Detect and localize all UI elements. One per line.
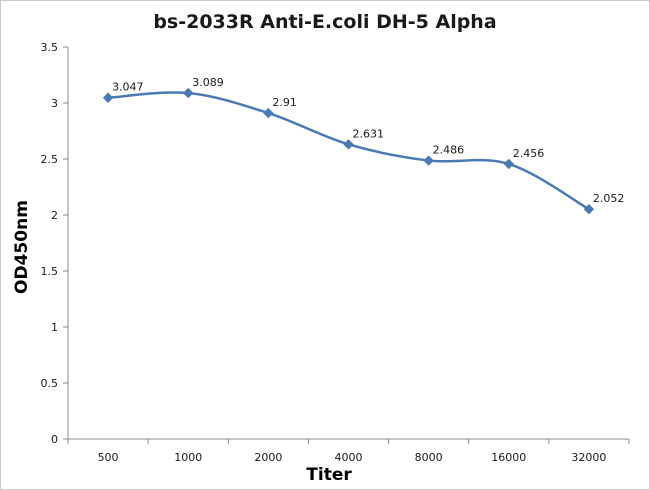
- y-tick-label: 1.5: [41, 265, 59, 278]
- data-point-marker: [263, 107, 274, 119]
- data-label: 2.631: [353, 127, 385, 140]
- data-point-marker: [183, 87, 194, 99]
- x-axis-title: Titer: [306, 465, 352, 485]
- y-tick-label: 1: [51, 321, 58, 334]
- x-tick-label: 4000: [335, 451, 363, 464]
- data-point-marker: [343, 139, 354, 150]
- data-label: 2.91: [272, 96, 297, 109]
- y-tick-label: 3.5: [41, 41, 59, 54]
- y-axis-title: OD450nm: [12, 200, 32, 294]
- x-tick-label: 16000: [491, 451, 526, 464]
- data-label: 2.052: [593, 192, 625, 205]
- x-tick-label: 2000: [254, 451, 282, 464]
- y-tick-label: 2.5: [41, 153, 59, 166]
- x-tick-label: 32000: [571, 451, 606, 464]
- data-label: 3.047: [112, 81, 144, 94]
- x-tick-label: 1000: [174, 451, 202, 464]
- y-tick-label: 2: [51, 209, 58, 222]
- series-group: 3.047 3.089 2.91 2.631 2.486 2.456 2.052: [102, 76, 625, 215]
- data-point-marker: [423, 155, 434, 166]
- data-label: 2.456: [513, 147, 545, 160]
- axes: 0 0.5 1 1.5 2 2.5 3 3.5 500 1000 2000 4000 8000 16000…: [41, 41, 630, 464]
- y-tick-label: 0: [51, 433, 58, 446]
- data-point-marker: [583, 203, 595, 215]
- data-point-marker: [503, 158, 514, 170]
- data-label: 2.486: [433, 144, 465, 157]
- x-tick-label: 500: [98, 451, 119, 464]
- x-tick-label: 8000: [415, 451, 443, 464]
- chart-title: bs-2033R Anti-E.coli DH-5 Alpha: [153, 11, 496, 33]
- data-label: 3.089: [192, 76, 224, 89]
- y-tick-label: 3: [51, 97, 58, 110]
- data-point-marker: [102, 92, 114, 103]
- y-tick-label: 0.5: [41, 377, 59, 390]
